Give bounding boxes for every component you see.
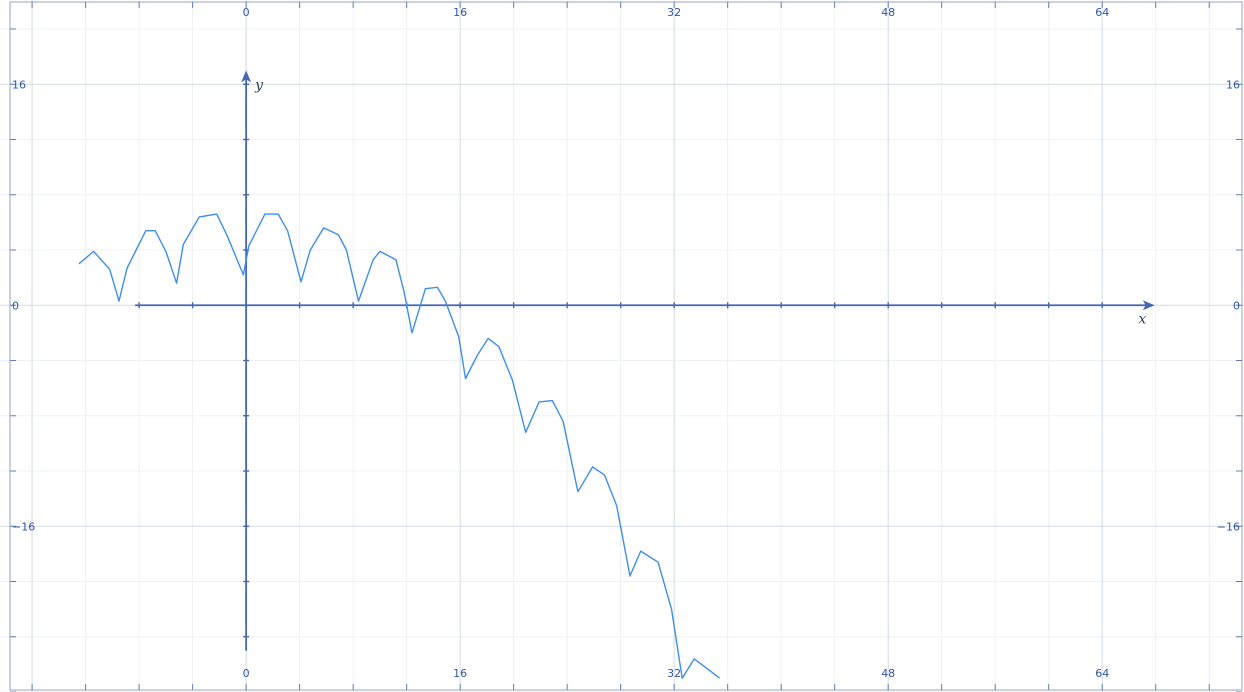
plot-frame <box>10 2 1242 690</box>
x-tick-label-bottom: 48 <box>881 667 895 680</box>
x-tick-label-top: 48 <box>881 6 895 19</box>
x-axis-label: x <box>1138 311 1146 327</box>
x-tick-label-top: 16 <box>453 6 467 19</box>
series-line-0 <box>79 214 720 678</box>
x-tick-label-bottom: 16 <box>453 667 467 680</box>
y-tick-label-left: 16 <box>12 78 26 91</box>
y-tick-label-left: 0 <box>12 299 19 312</box>
y-tick-label-right: −16 <box>1217 520 1240 533</box>
x-tick-label-top: 64 <box>1095 6 1109 19</box>
x-tick-label-top: 0 <box>243 6 250 19</box>
y-tick-label-right: 16 <box>1226 78 1240 91</box>
series-group <box>79 214 720 678</box>
y-tick-label-right: 0 <box>1233 299 1240 312</box>
x-tick-label-bottom: 64 <box>1095 667 1109 680</box>
x-tick-label-top: 32 <box>667 6 681 19</box>
edge-ticks <box>10 2 1242 692</box>
tick-labels: 0 0 16 16 32 32 48 48 64 64 16 16 0 0 −16 −16 <box>12 6 1240 680</box>
y-tick-label-left: −16 <box>12 520 35 533</box>
x-tick-label-bottom: 0 <box>243 667 250 680</box>
x-tick-label-bottom: 32 <box>667 667 681 680</box>
y-axis-label: y <box>254 77 264 93</box>
